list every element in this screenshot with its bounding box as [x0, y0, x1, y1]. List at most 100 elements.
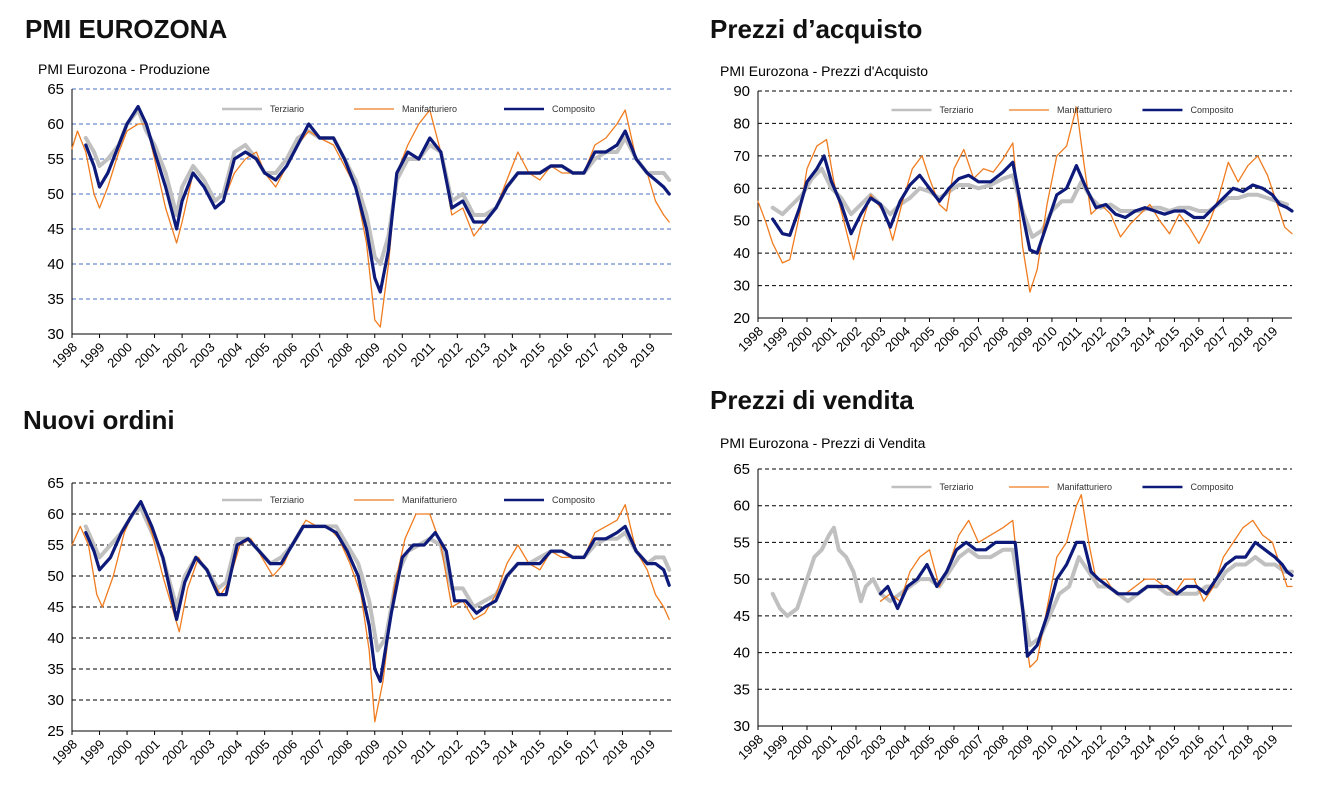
y-tick-label: 45: [47, 599, 64, 616]
prezzi-acquisto-title: Prezzi d’acquisto: [710, 14, 923, 44]
x-tick-label: 2013: [1102, 732, 1133, 763]
y-tick-label: 70: [733, 148, 750, 165]
x-tick-label: 2019: [627, 737, 658, 768]
x-tick-label: 2001: [132, 737, 163, 768]
series-line-manifatturiero: [71, 109, 670, 328]
legend-label-terziario: Terziario: [940, 105, 974, 115]
x-tick-label: 1999: [77, 340, 108, 371]
x-tick-label: 2019: [627, 340, 658, 371]
x-tick-label: 2002: [159, 340, 190, 371]
chart-subtitle: PMI Eurozona - Prezzi d'Acquisto: [720, 63, 928, 79]
x-tick-label: 2011: [408, 737, 438, 767]
main-title: PMI EUROZONA: [25, 14, 228, 44]
x-tick-label: 2007: [956, 732, 987, 763]
y-tick-label: 80: [733, 115, 750, 132]
x-tick-label: 2014: [489, 340, 520, 371]
x-tick-label: 2016: [1176, 324, 1207, 355]
x-tick-label: 2018: [600, 737, 631, 768]
legend-label-manifatturiero: Manifatturiero: [402, 495, 457, 505]
x-tick-label: 2002: [833, 732, 864, 763]
series-line-manifatturiero: [879, 494, 1293, 668]
x-tick-label: 2001: [809, 732, 840, 763]
y-tick-label: 50: [733, 571, 750, 588]
legend-label-terziario: Terziario: [270, 104, 304, 114]
y-tick-label: 45: [47, 221, 64, 238]
y-tick-label: 40: [47, 630, 64, 647]
x-tick-label: 2002: [833, 324, 864, 355]
x-tick-label: 2006: [931, 732, 962, 763]
chart-nuovi-ordini: 2530354045505560651998199920002001200220…: [47, 475, 672, 768]
series-line-terziario: [770, 166, 1290, 239]
x-tick-label: 2004: [882, 732, 913, 763]
x-tick-label: 2004: [882, 324, 913, 355]
y-tick-label: 55: [733, 534, 750, 551]
x-tick-label: 2016: [544, 340, 575, 371]
legend-label-manifatturiero: Manifatturiero: [402, 104, 457, 114]
x-tick-label: 2013: [1102, 324, 1133, 355]
y-tick-label: 60: [733, 180, 750, 197]
nuovi-ordini-title: Nuovi ordini: [23, 405, 175, 435]
x-tick-label: 2002: [159, 737, 190, 768]
x-tick-label: 2015: [517, 340, 548, 371]
y-tick-label: 40: [47, 256, 64, 273]
prezzi-vendita-title: Prezzi di vendita: [710, 385, 914, 415]
chart-subtitle: PMI Eurozona - Produzione: [38, 61, 210, 77]
x-tick-label: 2003: [187, 737, 218, 768]
chart-prezzi-acquisto: PMI Eurozona - Prezzi d'Acquisto 20 30 40 50…: [720, 63, 1294, 355]
x-tick-label: 2012: [434, 340, 465, 371]
x-tick-label: 2010: [379, 737, 410, 768]
y-tick-label: 60: [733, 498, 750, 515]
x-tick-label: 2005: [242, 737, 273, 768]
x-tick-label: 2011: [1054, 324, 1084, 354]
chart-prezzi-vendita: PMI Eurozona - Prezzi di Vendita 30 35 40 45…: [720, 435, 1294, 763]
y-tick-label: 55: [47, 151, 64, 168]
y-tick-label: 45: [733, 608, 750, 625]
x-tick-label: 2018: [600, 340, 631, 371]
legend-label-manifatturiero: Manifatturiero: [1057, 105, 1112, 115]
x-tick-label: 2007: [956, 324, 987, 355]
x-tick-label: 2000: [784, 324, 815, 355]
y-tick-label: 65: [47, 81, 64, 98]
series-line-composito: [878, 540, 1294, 658]
y-tick-label: 35: [733, 681, 750, 698]
x-tick-label: 2003: [858, 732, 889, 763]
x-tick-label: 2012: [1078, 732, 1109, 763]
x-tick-label: 2014: [489, 737, 520, 768]
x-tick-label: 2011: [1054, 732, 1084, 762]
series-line-terziario: [83, 505, 672, 653]
y-tick-label: 35: [47, 291, 64, 308]
legend-label-manifatturiero: Manifatturiero: [1057, 482, 1112, 492]
x-tick-label: 1999: [760, 732, 791, 763]
x-tick-label: 2010: [1029, 732, 1060, 763]
x-tick-label: 2004: [214, 340, 245, 371]
x-tick-label: 2011: [408, 340, 438, 370]
x-tick-label: 2016: [544, 737, 575, 768]
x-tick-label: 2000: [784, 732, 815, 763]
x-tick-label: 2001: [132, 340, 163, 371]
y-tick-label: 65: [47, 475, 64, 492]
series-line-composito: [771, 154, 1294, 255]
x-tick-label: 2009: [1005, 324, 1036, 355]
chart-produzione: PMI Eurozona - Produzione 30 35 40 45 50 55 60 6…: [38, 61, 672, 371]
x-tick-label: 2008: [980, 324, 1011, 355]
legend-label-composito: Composito: [1190, 105, 1233, 115]
x-tick-label: 2019: [1249, 732, 1280, 763]
x-tick-label: 2008: [324, 340, 355, 371]
x-tick-label: 2014: [1127, 732, 1158, 763]
y-tick-label: 50: [47, 568, 64, 585]
x-tick-label: 2016: [1176, 732, 1207, 763]
x-tick-label: 2015: [1151, 324, 1182, 355]
x-tick-label: 2019: [1249, 324, 1280, 355]
x-tick-label: 2003: [187, 340, 218, 371]
x-tick-label: 2003: [858, 324, 889, 355]
x-tick-label: 2004: [214, 737, 245, 768]
x-tick-label: 2009: [1005, 732, 1036, 763]
x-tick-label: 2006: [269, 737, 300, 768]
legend-label-terziario: Terziario: [940, 482, 974, 492]
x-tick-label: 2017: [572, 737, 603, 768]
x-tick-label: 2006: [931, 324, 962, 355]
x-tick-label: 2009: [352, 340, 383, 371]
x-tick-label: 1999: [77, 737, 108, 768]
x-tick-label: 2017: [572, 340, 603, 371]
